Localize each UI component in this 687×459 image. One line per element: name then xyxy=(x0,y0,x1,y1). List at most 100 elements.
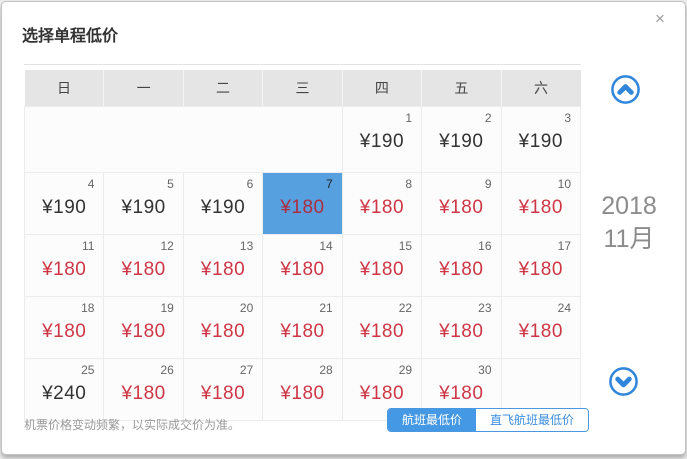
price-label: ¥180 xyxy=(42,321,87,342)
day-number: 30 xyxy=(478,363,492,377)
price-calendar: 日一二三四五六 1 ¥190 2 ¥190 3 ¥190 4 ¥190 5 ¥190 6 ¥190 7 ¥… xyxy=(23,70,582,421)
price-label: ¥180 xyxy=(200,259,246,280)
price-label: ¥180 xyxy=(280,321,325,342)
calendar-day-cell[interactable]: 22 ¥180 xyxy=(341,296,423,359)
price-label: ¥240 xyxy=(42,383,87,404)
calendar-day-cell[interactable]: 12 ¥180 xyxy=(103,234,184,297)
price-label: ¥180 xyxy=(439,383,484,404)
day-number: 13 xyxy=(239,239,254,253)
price-label: ¥190 xyxy=(439,131,484,152)
price-label: ¥180 xyxy=(359,197,405,218)
calendar-day-cell[interactable]: 8 ¥180 xyxy=(341,172,423,235)
day-number: 6 xyxy=(246,177,254,191)
calendar-day-cell[interactable]: 2 ¥190 xyxy=(421,106,502,173)
calendar-day-cell[interactable]: 29 ¥180 xyxy=(341,358,423,421)
price-label: ¥180 xyxy=(359,383,405,404)
day-number: 11 xyxy=(81,239,95,253)
calendar-day-cell[interactable]: 17 ¥180 xyxy=(500,234,582,297)
calendar-day-cell[interactable]: 26 ¥180 xyxy=(103,358,184,421)
calendar-day-cell[interactable]: 9 ¥180 xyxy=(421,172,502,235)
day-number: 4 xyxy=(87,177,95,191)
calendar-day-cell[interactable]: 18 ¥180 xyxy=(23,296,105,359)
price-label: ¥180 xyxy=(518,259,563,280)
price-label: ¥190 xyxy=(200,197,246,218)
day-number: 25 xyxy=(81,363,95,377)
price-label: ¥190 xyxy=(121,197,166,218)
day-number: 27 xyxy=(239,363,254,377)
scroll-down-button[interactable] xyxy=(608,366,639,397)
price-label: ¥180 xyxy=(200,321,246,342)
day-number: 8 xyxy=(405,177,413,191)
day-number: 28 xyxy=(319,363,333,377)
weekday-header: 一 xyxy=(103,70,184,107)
day-number: 21 xyxy=(319,301,333,315)
calendar-day-cell[interactable]: 16 ¥180 xyxy=(421,234,502,297)
calendar-day-cell[interactable]: 23 ¥180 xyxy=(421,296,502,359)
year-label: 2018 xyxy=(601,192,657,220)
calendar-day-cell[interactable]: 24 ¥180 xyxy=(500,296,582,359)
weekday-header: 六 xyxy=(500,70,581,107)
price-label: ¥180 xyxy=(121,259,166,280)
calendar-day-cell[interactable]: 7 ¥180 xyxy=(262,172,343,235)
calendar-day-cell[interactable]: 10 ¥180 xyxy=(500,172,582,235)
calendar-day-cell[interactable]: 28 ¥180 xyxy=(262,358,343,421)
price-label: ¥180 xyxy=(439,197,484,218)
weekday-header: 三 xyxy=(262,70,343,107)
weekday-row: 日一二三四五六 xyxy=(24,70,581,107)
price-label: ¥180 xyxy=(280,383,325,404)
price-disclaimer: 机票价格变动频繁，以实际成交价为准。 xyxy=(24,418,241,432)
calendar-day-cell[interactable]: 25 ¥240 xyxy=(23,358,105,421)
day-number: 12 xyxy=(160,239,174,253)
day-number: 15 xyxy=(398,239,413,253)
calendar-day-cell[interactable]: 5 ¥190 xyxy=(103,172,184,235)
day-number: 18 xyxy=(81,301,95,315)
day-number: 17 xyxy=(557,239,571,253)
calendar-week-row: 1 ¥190 2 ¥190 3 ¥190 xyxy=(24,106,582,173)
calendar-day-cell[interactable]: 27 ¥180 xyxy=(182,358,264,421)
calendar-day-cell[interactable]: 1 ¥190 xyxy=(341,106,423,173)
price-label: ¥180 xyxy=(121,383,166,404)
price-label: ¥180 xyxy=(439,259,484,280)
close-icon[interactable]: × xyxy=(655,9,665,28)
calendar-week-row: 18 ¥180 19 ¥180 20 ¥180 21 ¥180 22 ¥180 23 ¥180 24 ¥1… xyxy=(23,296,582,359)
flight-lowest-price-button[interactable]: 航班最低价 xyxy=(388,409,477,431)
price-label: ¥180 xyxy=(518,197,563,218)
price-label: ¥180 xyxy=(200,383,246,404)
weekday-header: 二 xyxy=(182,70,263,107)
direct-flight-lowest-price-button[interactable]: 直飞航班最低价 xyxy=(476,409,589,431)
day-number: 10 xyxy=(557,177,571,191)
day-number: 26 xyxy=(160,363,174,377)
scroll-up-button[interactable] xyxy=(610,74,641,105)
chevron-down-circle-icon xyxy=(608,366,639,397)
day-number: 23 xyxy=(478,301,492,315)
day-number: 14 xyxy=(319,239,333,253)
day-number: 22 xyxy=(398,301,413,315)
calendar-body: 1 ¥190 2 ¥190 3 ¥190 4 ¥190 5 ¥190 6 ¥190 7 ¥180 8 ¥180… xyxy=(23,106,582,421)
price-label: ¥180 xyxy=(42,259,87,280)
day-number: 2 xyxy=(484,111,492,125)
price-label: ¥190 xyxy=(42,197,87,218)
price-label: ¥180 xyxy=(518,321,563,342)
price-label: ¥190 xyxy=(359,131,405,152)
dialog-title: 选择单程低价 xyxy=(22,28,119,45)
calendar-day-cell[interactable]: 21 ¥180 xyxy=(262,296,343,359)
calendar-day-cell[interactable]: 20 ¥180 xyxy=(182,296,264,359)
day-number: 1 xyxy=(405,111,413,125)
calendar-day-cell[interactable]: 15 ¥180 xyxy=(341,234,423,297)
calendar-day-cell[interactable]: 4 ¥190 xyxy=(23,172,105,235)
calendar-day-cell[interactable]: 11 ¥180 xyxy=(23,234,105,297)
calendar-day-cell[interactable]: 14 ¥180 xyxy=(262,234,343,297)
price-label: ¥180 xyxy=(280,259,325,280)
chevron-up-circle-icon xyxy=(610,74,641,105)
calendar-day-cell[interactable]: 19 ¥180 xyxy=(103,296,184,359)
day-number: 7 xyxy=(326,177,333,191)
calendar-day-cell[interactable]: 6 ¥190 xyxy=(182,172,264,235)
weekday-header: 四 xyxy=(341,70,422,107)
calendar-day-cell[interactable]: 3 ¥190 xyxy=(500,106,582,173)
calendar-viewport: 日一二三四五六 1 ¥190 2 ¥190 3 ¥190 4 ¥190 5 ¥190 6 ¥190 7 ¥… xyxy=(23,64,582,421)
day-number: 20 xyxy=(239,301,254,315)
day-number: 5 xyxy=(167,177,174,191)
calendar-day-cell[interactable]: 13 ¥180 xyxy=(182,234,264,297)
price-label: ¥180 xyxy=(359,321,405,342)
